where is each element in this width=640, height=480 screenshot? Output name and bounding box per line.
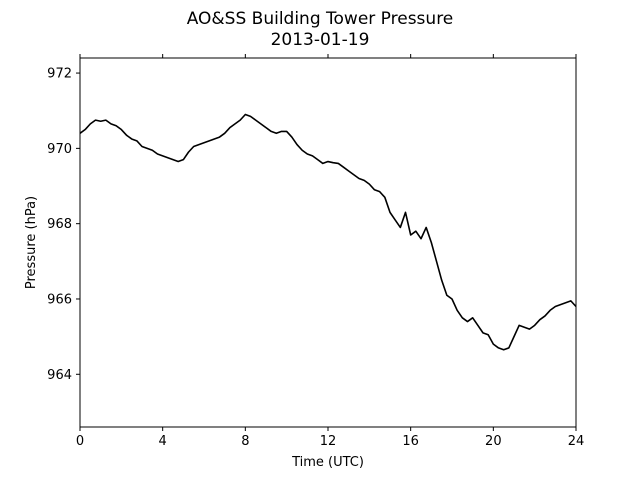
x-tick-label: 24 xyxy=(568,434,585,449)
x-tick-label: 20 xyxy=(485,434,502,449)
y-tick-label: 972 xyxy=(47,67,72,82)
x-tick-label: 0 xyxy=(76,434,84,449)
pressure-line xyxy=(79,113,577,351)
y-tick-label: 964 xyxy=(47,368,72,383)
chart-subtitle: 2013-01-19 xyxy=(271,30,370,50)
x-tick-label: 12 xyxy=(320,434,337,449)
plot-series xyxy=(79,113,577,351)
chart-title: AO&SS Building Tower Pressure xyxy=(187,9,454,29)
x-tick-label: 8 xyxy=(241,434,249,449)
x-tick-label: 4 xyxy=(159,434,167,449)
y-tick-label: 970 xyxy=(47,142,72,157)
y-axis-label: Pressure (hPa) xyxy=(24,196,39,289)
x-tick-label: 16 xyxy=(402,434,419,449)
x-axis-label: Time (UTC) xyxy=(291,455,364,470)
y-tick-label: 968 xyxy=(47,217,72,232)
plot-frame xyxy=(79,57,577,428)
axis-ticks: 0 4 8 12 16 20 24 964 966 968 970 972 xyxy=(47,54,584,449)
y-tick-label: 966 xyxy=(47,292,72,307)
